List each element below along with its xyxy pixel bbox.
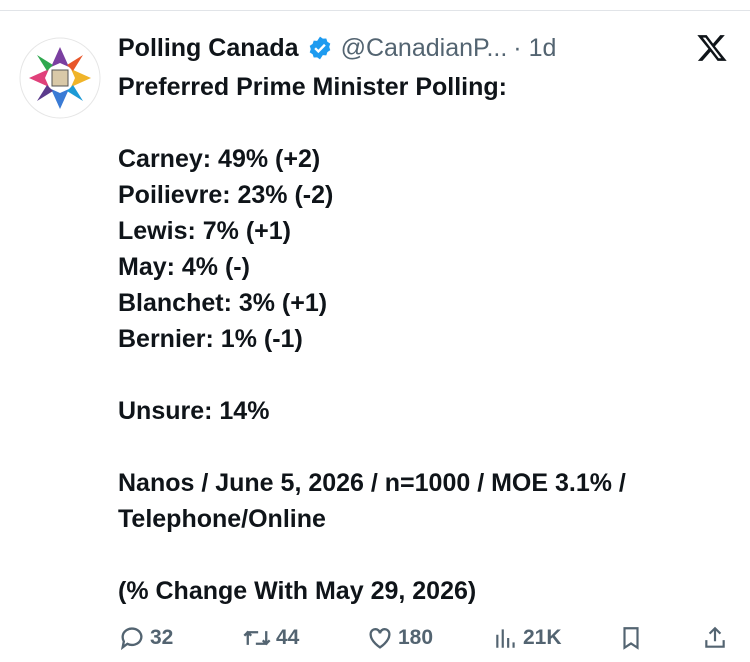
text-line: Lewis: 7% (+1): [118, 217, 291, 245]
text-line: Bernier: 1% (-1): [118, 325, 303, 353]
bookmark-button[interactable]: [618, 624, 644, 652]
like-count: 180: [398, 626, 434, 649]
text-line: Nanos / June 5, 2026 / n=1000 / MOE 3.1%…: [118, 469, 626, 497]
text-line: Preferred Prime Minister Polling:: [118, 73, 507, 101]
avatar[interactable]: [19, 37, 101, 119]
post-time[interactable]: · 1d: [513, 33, 557, 62]
verified-badge: [309, 36, 330, 60]
like-button[interactable]: 180: [366, 622, 433, 654]
text-line: May: 4% (-): [118, 253, 250, 281]
divider: [0, 10, 750, 11]
repost-button[interactable]: 44: [242, 622, 299, 654]
views-count: 21K: [523, 626, 562, 649]
reply-button[interactable]: 32: [118, 622, 173, 654]
repost-count: 44: [276, 626, 300, 649]
share-button[interactable]: [702, 624, 728, 652]
text-line: Telephone/Online: [118, 505, 326, 533]
reply-count: 32: [150, 626, 174, 649]
text-line: Poilievre: 23% (-2): [118, 181, 334, 209]
author-handle[interactable]: @CanadianP...: [340, 33, 508, 62]
text-line: Carney: 49% (+2): [118, 145, 321, 173]
text-line: (% Change With May 29, 2026): [118, 577, 477, 605]
text-line: Unsure: 14%: [118, 397, 270, 425]
text-line: Blanchet: 3% (+1): [118, 289, 328, 317]
post-header: Polling Canada @CanadianP... · 1d: [118, 30, 556, 66]
author-name[interactable]: Polling Canada: [118, 33, 299, 62]
views-button[interactable]: 21K: [493, 622, 562, 654]
x-logo[interactable]: [696, 32, 728, 64]
